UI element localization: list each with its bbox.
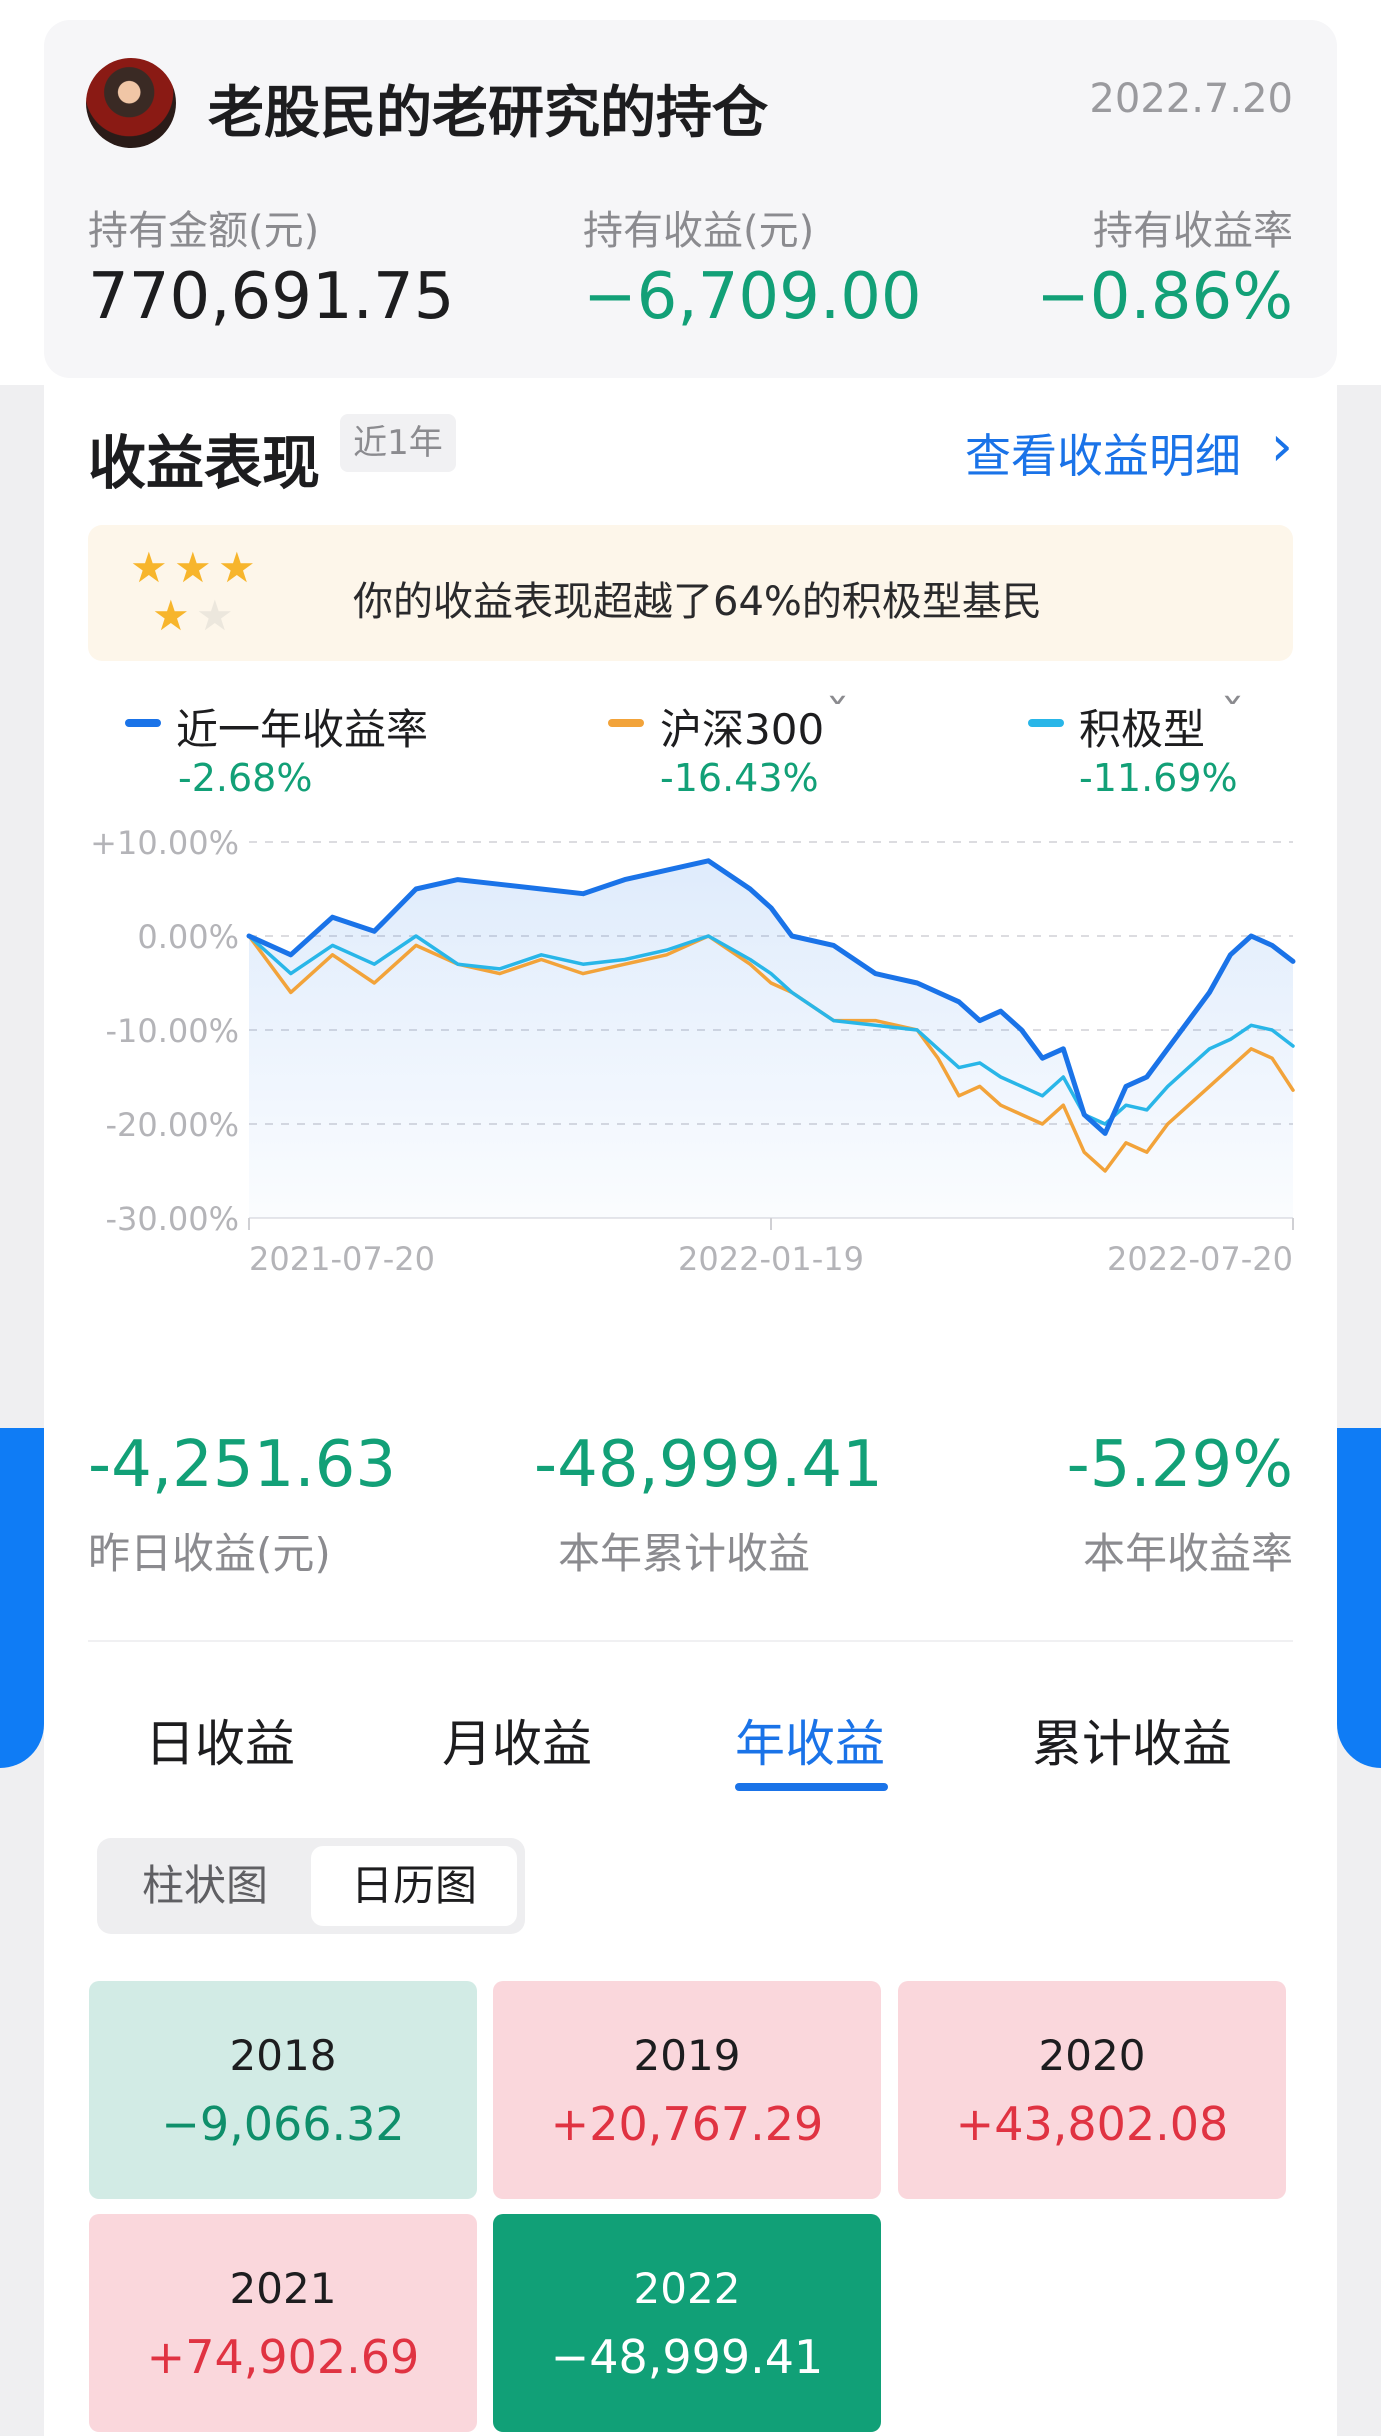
chevron-right-icon[interactable]: › (1270, 414, 1293, 479)
legend-swatch-hs300 (608, 719, 644, 727)
year-label: 2019 (633, 2031, 741, 2080)
holding-amount-label: 持有金额(元) (88, 208, 320, 254)
portfolio-title: 老股民的老研究的持仓 (208, 81, 768, 146)
legend-label-aggressive[interactable]: 积极型 (1079, 705, 1206, 754)
star-icon: ★ (130, 543, 168, 592)
y-tick-label: -20.00% (105, 1106, 239, 1144)
view-profit-detail-link[interactable]: 查看收益明细 (965, 429, 1241, 483)
active-tab-indicator (735, 1783, 888, 1791)
year-label: 2021 (229, 2264, 337, 2313)
tab-monthly-profit[interactable]: 月收益 (442, 1715, 592, 1773)
legend-swatch-aggressive (1028, 719, 1064, 727)
star-icon: ★ (152, 591, 190, 640)
ytd-profit-value: -48,999.41 (534, 1428, 883, 1502)
yesterday-profit-label: 昨日收益(元) (88, 1529, 331, 1578)
holding-amount-value: 770,691.75 (88, 260, 455, 334)
ytd-return-label: 本年收益率 (1082, 1529, 1293, 1578)
legend-value-aggressive: -11.69% (1079, 756, 1238, 800)
x-tick-label: 2021-07-20 (249, 1240, 435, 1278)
view-toggle: 柱状图 日历图 (97, 1838, 525, 1934)
divider (88, 1640, 1293, 1642)
yesterday-profit-value: -4,251.63 (88, 1428, 397, 1502)
x-tick-label: 2022-01-19 (678, 1240, 864, 1278)
year-tile-2022[interactable]: 2022 −48,999.41 (493, 2214, 881, 2432)
tab-cumulative-profit[interactable]: 累计收益 (1032, 1715, 1232, 1773)
ytd-profit-label: 本年累计收益 (558, 1529, 811, 1578)
year-label: 2018 (229, 2031, 337, 2080)
holding-return-label: 持有收益率 (1093, 208, 1293, 254)
performance-line-chart: +10.00% 0.00% -10.00% -20.00% -30.00% 2021-07… (90, 828, 1296, 1278)
y-tick-label: -10.00% (105, 1012, 239, 1050)
holding-return-value: −0.86% (1036, 260, 1293, 334)
star-icon: ★ (174, 543, 212, 592)
year-label: 2020 (1038, 2031, 1146, 2080)
calendar-view-button[interactable]: 日历图 (311, 1846, 517, 1926)
legend-label-portfolio: 近一年收益率 (176, 705, 429, 754)
ytd-return-value: -5.29% (1066, 1428, 1293, 1502)
year-tile-2021[interactable]: 2021 +74,902.69 (89, 2214, 477, 2432)
tab-daily-profit[interactable]: 日收益 (145, 1715, 295, 1773)
year-tile-2019[interactable]: 2019 +20,767.29 (493, 1981, 881, 2199)
legend-swatch-portfolio (125, 719, 161, 727)
year-tile-2020[interactable]: 2020 +43,802.08 (898, 1981, 1286, 2199)
y-tick-label: -30.00% (105, 1200, 239, 1238)
holding-profit-value: −6,709.00 (583, 260, 922, 334)
series-line-aggressive (247, 934, 1295, 1126)
year-amount: −48,999.41 (550, 2330, 824, 2384)
year-amount: +43,802.08 (955, 2097, 1229, 2151)
portfolio-date: 2022.7.20 (1089, 76, 1293, 122)
series-line-portfolio (246, 858, 1296, 1136)
bar-chart-view-button[interactable]: 柱状图 (141, 1861, 268, 1910)
year-label: 2022 (633, 2264, 741, 2313)
year-tile-2018[interactable]: 2018 −9,066.32 (89, 1981, 477, 2199)
page-accent-left (0, 1428, 44, 1768)
x-tick-label: 2022-07-20 (1107, 1240, 1293, 1278)
chevron-down-icon[interactable]: ˅ (1219, 692, 1246, 732)
year-amount: +20,767.29 (550, 2097, 824, 2151)
star-empty-icon: ★ (196, 591, 234, 640)
performance-title: 收益表现 (88, 429, 321, 497)
portfolio-area-fill (249, 860, 1293, 1218)
year-amount: +74,902.69 (146, 2330, 420, 2384)
avatar[interactable] (86, 58, 176, 148)
y-tick-label: 0.00% (137, 918, 239, 956)
holding-summary-card: 老股民的老研究的持仓 2022.7.20 持有金额(元) 770,691.75 … (44, 20, 1337, 378)
year-amount: −9,066.32 (161, 2097, 405, 2151)
holding-profit-label: 持有收益(元) (583, 208, 815, 254)
legend-value-portfolio: -2.68% (178, 756, 313, 800)
chevron-down-icon[interactable]: ˅ (824, 692, 851, 732)
legend-value-hs300: -16.43% (660, 756, 819, 800)
legend-label-hs300[interactable]: 沪深300 (660, 705, 825, 754)
tab-yearly-profit[interactable]: 年收益 (735, 1715, 885, 1773)
y-tick-label: +10.00% (90, 828, 239, 862)
period-badge: 近1年 (340, 414, 456, 472)
star-icon: ★ (218, 543, 256, 592)
series-line-hs300 (247, 934, 1295, 1173)
performance-card: 收益表现 近1年 查看收益明细 › ★ ★ ★ ★ ★ 你的收益表现超越了64%… (44, 378, 1337, 2436)
ranking-text: 你的收益表现超越了64%的积极型基民 (353, 579, 1042, 625)
page-accent-right (1337, 1428, 1381, 1768)
ranking-banner: ★ ★ ★ ★ ★ 你的收益表现超越了64%的积极型基民 (88, 525, 1293, 661)
